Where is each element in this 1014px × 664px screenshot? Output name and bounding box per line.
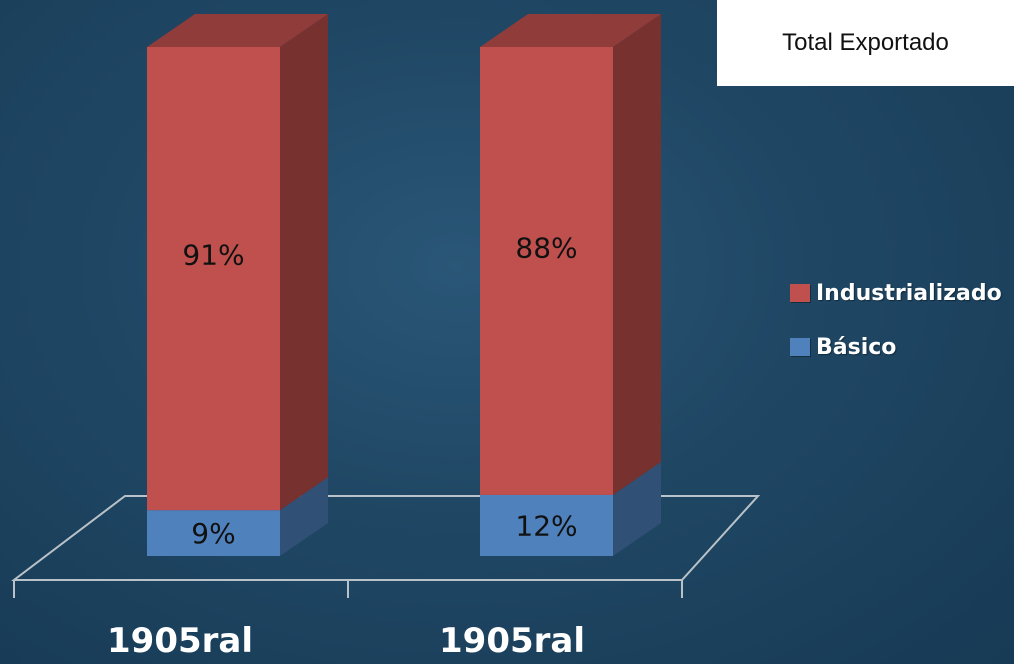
category-label: 1905ral: [439, 621, 585, 661]
category-labels-group: 1905ral 1905ral: [107, 621, 585, 661]
bar-basico-front: [147, 510, 280, 556]
data-labels-group: 9% 91% 12% 88%: [182, 232, 577, 551]
legend-swatch-industrializado: [790, 284, 810, 302]
bar-industrializado-front: [480, 47, 613, 495]
bars-group: [147, 14, 661, 556]
bar-industrializado-side: [280, 14, 328, 511]
legend-label-basico: Básico: [816, 334, 897, 360]
bar-industrializado-front: [147, 47, 280, 511]
legend-item-basico: Básico: [790, 320, 1002, 374]
category-label: 1905ral: [107, 621, 253, 661]
bar-industrializado-side: [613, 14, 661, 495]
legend-swatch-basico: [790, 338, 810, 356]
legend: Industrializado Básico: [790, 266, 1002, 374]
data-label-industrializado: 88%: [515, 232, 577, 265]
legend-item-industrializado: Industrializado: [790, 266, 1002, 320]
data-label-basico: 12%: [515, 509, 577, 542]
bar-basico-front: [480, 494, 613, 556]
bar-industrializado-top: [147, 14, 328, 47]
legend-label-industrializado: Industrializado: [816, 280, 1002, 306]
chart-title: Total Exportado: [717, 0, 1014, 86]
bar-basico-side: [613, 461, 661, 556]
bar-basico-side: [280, 477, 328, 556]
data-label-basico: 9%: [191, 517, 235, 550]
bar-industrializado-top: [480, 14, 661, 47]
data-label-industrializado: 91%: [182, 239, 244, 272]
